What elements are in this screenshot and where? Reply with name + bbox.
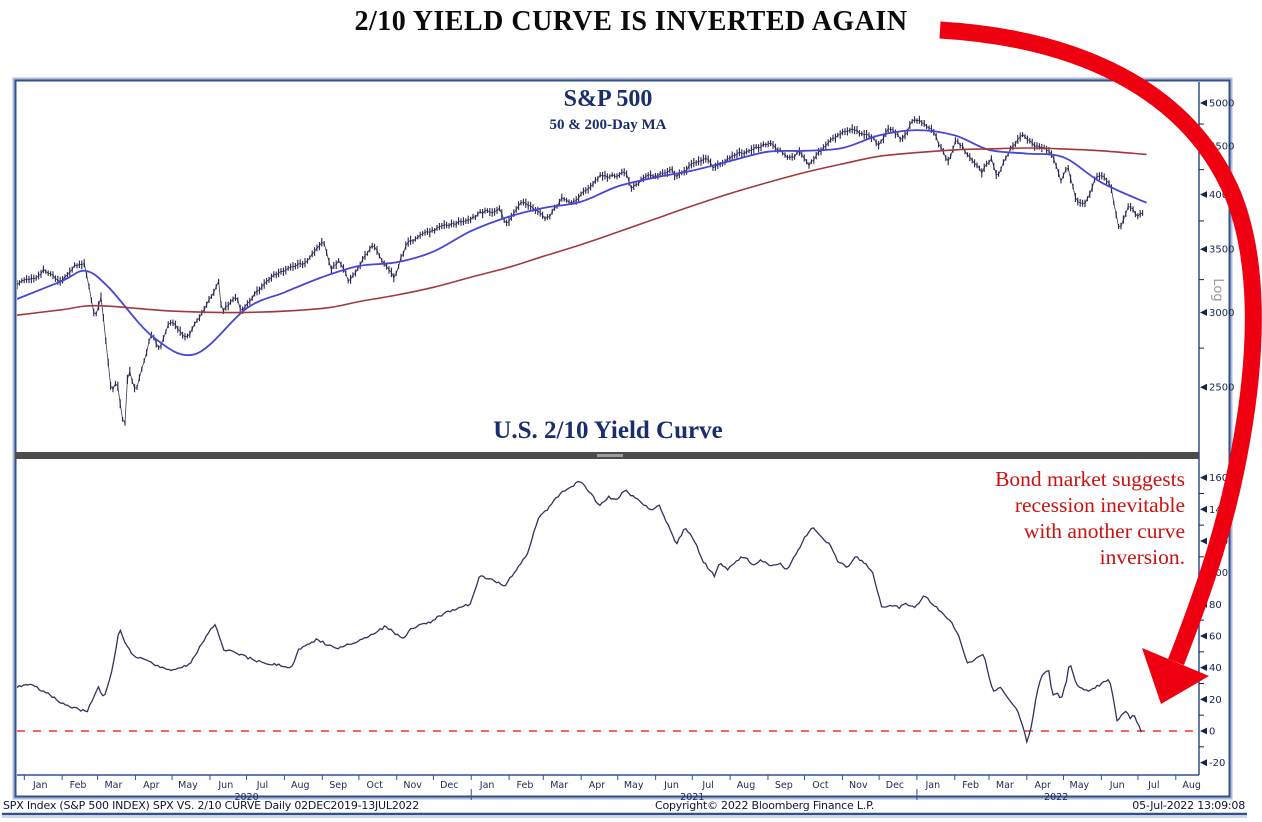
month-label: Jun <box>1109 780 1125 791</box>
month-label: Jun <box>217 780 233 791</box>
y-axis-tick-label: 60 <box>1209 631 1222 642</box>
month-label: Aug <box>1182 780 1201 791</box>
y-axis-tick <box>1200 309 1207 316</box>
y-axis-tick-label: 40 <box>1209 663 1222 674</box>
y-axis-tick-label: 3000 <box>1209 308 1234 319</box>
annotation-line: with another curve <box>1023 519 1185 543</box>
month-label: Jan <box>479 780 495 791</box>
spx-plot-area[interactable] <box>17 82 1199 452</box>
chart-series-group: 5000450040003500300025001601401201008060… <box>17 99 1234 803</box>
y-axis-tick-label: 100 <box>1209 568 1228 579</box>
month-label: Jul <box>1147 780 1159 791</box>
annotation-line: inversion. <box>1099 545 1185 569</box>
y-axis-tick-label: 2500 <box>1209 383 1234 394</box>
y-axis-tick <box>1200 632 1207 640</box>
y-axis-tick-label: 80 <box>1209 600 1222 611</box>
month-label: May <box>178 780 198 791</box>
month-label: Oct <box>367 780 384 791</box>
month-label: Jun <box>663 780 679 791</box>
y-axis-tick <box>1200 537 1207 545</box>
y-axis-tick-label: 4500 <box>1209 142 1234 153</box>
red-arrow <box>939 21 1262 704</box>
y-axis-scale-label: Log <box>1210 278 1225 301</box>
month-label: Sep <box>329 780 347 791</box>
y-axis-tick <box>1200 99 1207 107</box>
month-label: Apr <box>589 780 606 791</box>
page-title: 2/10 YIELD CURVE IS INVERTED AGAIN <box>354 6 908 37</box>
month-label: Apr <box>143 780 160 791</box>
month-label: May <box>1070 780 1090 791</box>
month-label: Nov <box>403 780 422 791</box>
month-label: Sep <box>775 780 793 791</box>
status-timestamp: 05-Jul-2022 13:09:08 <box>1132 799 1245 812</box>
spx-panel-subtitle: 50 & 200-Day MA <box>549 117 667 133</box>
month-label: Feb <box>517 780 534 791</box>
year-label: 2020 <box>234 792 258 803</box>
status-ticker-text: SPX Index (S&P 500 INDEX) SPX VS. 2/10 C… <box>3 799 420 812</box>
year-label: 2021 <box>680 792 704 803</box>
y-axis-tick-label: 3500 <box>1209 245 1234 256</box>
month-label: Feb <box>962 780 979 791</box>
annotation-text: Bond market suggests recession inevitabl… <box>995 466 1185 570</box>
month-label: Mar <box>104 780 122 791</box>
series-spx-bars <box>17 115 1144 426</box>
red-arrow-shaft <box>939 21 1262 666</box>
month-label: Aug <box>737 780 756 791</box>
month-label: Dec <box>440 780 458 791</box>
series-ma200 <box>17 147 1147 316</box>
y-axis-tick-label: 160 <box>1209 473 1228 484</box>
series-ma50 <box>17 129 1147 357</box>
y-axis-tick-label: 20 <box>1209 695 1222 706</box>
year-label: 2022 <box>1044 792 1068 803</box>
spx-panel-title: S&P 500 <box>563 86 653 112</box>
y-axis-tick-label: 0 <box>1209 727 1215 738</box>
month-label: May <box>624 780 644 791</box>
y-axis-tick <box>1200 191 1207 198</box>
status-copyright: Copyright© 2022 Bloomberg Finance L.P. <box>655 799 875 812</box>
y-axis-tick <box>1200 505 1207 513</box>
month-label: Aug <box>291 780 310 791</box>
month-label: Jan <box>32 780 48 791</box>
month-label: Mar <box>996 780 1014 791</box>
month-label: Mar <box>550 780 568 791</box>
month-label: Oct <box>812 780 829 791</box>
month-label: Jan <box>924 780 940 791</box>
y-axis-tick-label: 5000 <box>1209 99 1234 110</box>
annotation-line: Bond market suggests <box>995 467 1185 491</box>
y-axis-tick <box>1200 245 1207 253</box>
yield-panel-title: U.S. 2/10 Yield Curve <box>493 417 723 444</box>
month-label: Nov <box>849 780 868 791</box>
month-label: Apr <box>1034 780 1051 791</box>
month-label: Jul <box>256 780 268 791</box>
y-axis-tick <box>1200 383 1207 391</box>
red-arrow-head <box>1142 648 1209 704</box>
series-yield-spread <box>17 480 1142 745</box>
month-label: Feb <box>70 780 87 791</box>
y-axis-tick <box>1200 759 1207 767</box>
y-axis-tick <box>1200 695 1207 703</box>
month-label: Jul <box>701 780 713 791</box>
y-axis-tick <box>1200 474 1207 482</box>
y-axis-tick-label: -20 <box>1209 758 1225 769</box>
window-frame-outer <box>12 77 1233 800</box>
yield-plot-area[interactable] <box>17 459 1199 775</box>
y-axis-tick <box>1200 727 1207 735</box>
month-label: Dec <box>886 780 904 791</box>
panel-divider-grip[interactable] <box>597 454 623 457</box>
y-axis-tick-label: 4000 <box>1209 190 1234 201</box>
annotation-line: recession inevitable <box>1014 493 1185 517</box>
y-axis-tick <box>1200 664 1207 672</box>
